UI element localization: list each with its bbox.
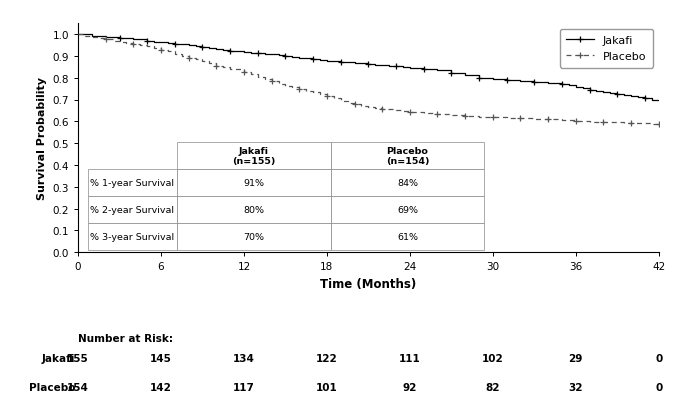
Text: 29: 29 — [568, 354, 583, 363]
Text: 102: 102 — [482, 354, 504, 363]
Text: Placebo: Placebo — [29, 383, 75, 392]
Text: 142: 142 — [150, 383, 172, 392]
Text: Jakafi: Jakafi — [42, 354, 75, 363]
Text: 82: 82 — [485, 383, 500, 392]
Text: 111: 111 — [399, 354, 421, 363]
Text: 154: 154 — [67, 383, 89, 392]
Text: 122: 122 — [316, 354, 337, 363]
Text: 92: 92 — [403, 383, 417, 392]
Text: 117: 117 — [233, 383, 255, 392]
Text: 134: 134 — [233, 354, 255, 363]
Text: 155: 155 — [67, 354, 89, 363]
Y-axis label: Survival Probability: Survival Probability — [37, 77, 47, 200]
Text: 101: 101 — [316, 383, 337, 392]
Text: Number at Risk:: Number at Risk: — [78, 333, 173, 343]
X-axis label: Time (Months): Time (Months) — [320, 277, 416, 290]
Text: 0: 0 — [655, 354, 662, 363]
Text: 32: 32 — [568, 383, 583, 392]
Legend: Jakafi, Placebo: Jakafi, Placebo — [559, 30, 653, 69]
Text: 145: 145 — [150, 354, 172, 363]
Text: 0: 0 — [655, 383, 662, 392]
